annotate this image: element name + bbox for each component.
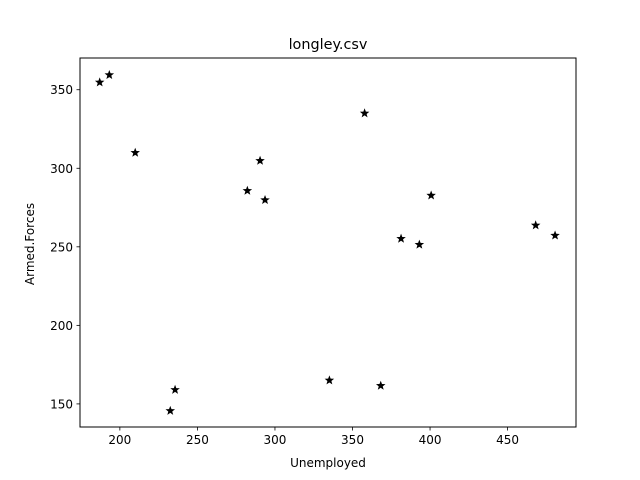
x-tick-label: 350	[341, 433, 364, 447]
data-point	[324, 375, 335, 385]
y-axis-label: Armed.Forces	[23, 203, 37, 285]
x-tick-label: 400	[419, 433, 442, 447]
data-points	[94, 69, 560, 415]
x-tick-label: 250	[186, 433, 209, 447]
y-tick-label: 150	[50, 397, 73, 411]
x-axis-label: Unemployed	[290, 456, 366, 470]
data-point	[530, 220, 541, 230]
data-point	[130, 147, 140, 157]
data-point	[104, 69, 115, 80]
data-point	[550, 230, 560, 240]
data-point	[242, 185, 253, 195]
data-point	[94, 77, 105, 87]
y-tick-label: 300	[50, 162, 73, 176]
data-point	[359, 108, 370, 118]
x-axis: 200 250 300 350 400 450	[108, 427, 519, 447]
data-point	[375, 380, 386, 390]
data-point	[396, 233, 406, 243]
y-tick-label: 200	[50, 319, 73, 333]
data-point	[255, 155, 265, 165]
plot-area	[79, 57, 577, 428]
y-tick-label: 250	[50, 240, 73, 254]
data-point	[414, 239, 425, 249]
chart-title: longley.csv	[289, 37, 368, 53]
data-point	[426, 190, 436, 200]
x-tick-label: 450	[496, 433, 519, 447]
plot-frame	[79, 57, 577, 428]
y-axis: 150 200 250 300 350	[50, 83, 80, 411]
data-point	[260, 195, 270, 205]
data-point	[165, 405, 176, 415]
x-tick-label: 300	[264, 433, 287, 447]
x-tick-label: 200	[108, 433, 131, 447]
y-tick-label: 350	[50, 83, 73, 97]
data-point	[170, 384, 180, 394]
